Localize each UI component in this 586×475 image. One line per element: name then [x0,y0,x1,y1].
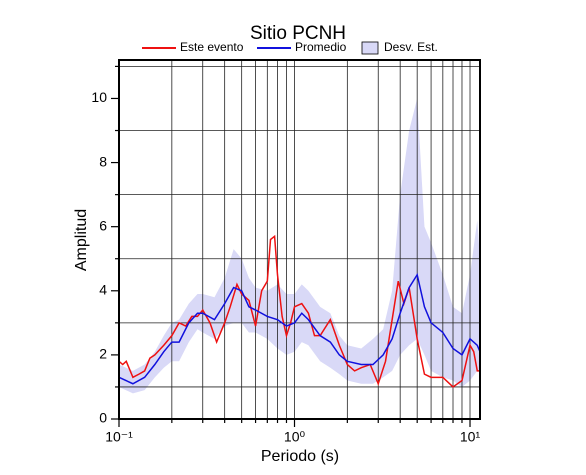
y-tick-label: 6 [99,217,107,233]
series-line [118,234,480,388]
legend-swatch [361,41,379,55]
x-tick-label: 10⁰ [284,429,306,445]
y-tick-label: 4 [99,281,107,297]
legend-label: Promedio [295,40,347,54]
x-tick-label: 10⁻¹ [105,429,133,445]
series-line [118,272,481,385]
chart-title: Sitio PCNH [250,23,346,44]
x-axis-label: Periodo (s) [261,448,339,465]
legend: Este evento Promedio Desv. Est. [142,40,438,55]
plot-area [118,59,481,420]
legend-label: Desv. Est. [384,40,438,54]
plot-frame [118,59,481,420]
x-tick-label: 10¹ [460,429,481,445]
std-band [119,98,480,394]
y-tick-label: 2 [99,346,107,362]
y-axis-label: Amplitud [73,209,90,271]
y-tick-label: 8 [99,153,107,169]
legend-label: Este evento [180,40,244,54]
y-tick-label: 0 [99,410,107,426]
y-tick-label: 10 [91,89,107,105]
